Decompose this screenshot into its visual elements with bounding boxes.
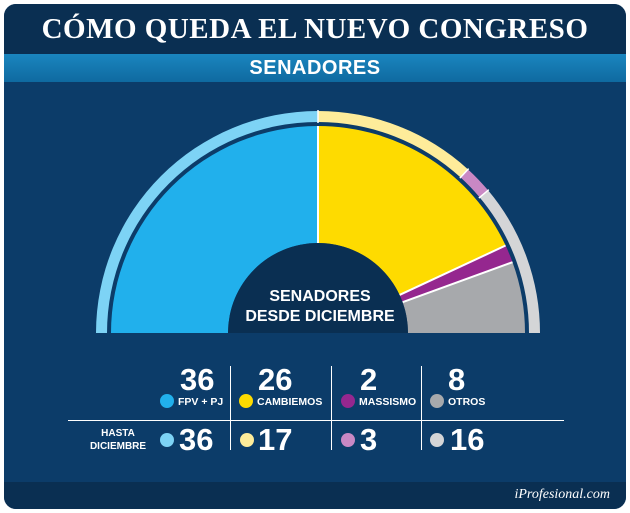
cambiemos-current-arc xyxy=(318,126,506,295)
massismo-current-value: 2 xyxy=(360,362,378,397)
massismo-previous-value: 3 xyxy=(360,422,378,457)
previous-row-label: HASTA DICIEMBRE xyxy=(80,427,156,453)
otros-legend-label: OTROS xyxy=(448,396,486,408)
fpv-previous-dot xyxy=(160,433,174,447)
otros-previous-arc xyxy=(479,190,540,333)
seat-arc-chart xyxy=(96,110,540,333)
legend-divider xyxy=(68,420,564,421)
center-label: SENADORES DESDE DICIEMBRE xyxy=(225,287,415,327)
brand-logo: iProfesional.com xyxy=(514,487,610,502)
massismo-previous-arc xyxy=(460,169,489,198)
infographic-frame: CÓMO QUEDA EL NUEVO CONGRESO SENADORES S… xyxy=(4,4,626,509)
fpv-legend-label: FPV + PJ xyxy=(178,396,224,408)
fpv-legend-dot xyxy=(160,394,174,408)
massismo-legend-dot xyxy=(341,394,355,408)
legend-separator-3 xyxy=(421,366,422,450)
massismo-legend-label: MASSISMO xyxy=(359,396,417,408)
chamber-subtitle: SENADORES xyxy=(249,56,381,79)
segment-separator xyxy=(399,244,507,296)
footer-bar: iProfesional.com xyxy=(4,482,626,509)
subtitle-bar: SENADORES xyxy=(4,54,626,82)
cambiemos-current-value: 26 xyxy=(258,362,293,397)
massismo-current-arc xyxy=(399,245,513,303)
center-label-line-1: SENADORES xyxy=(269,288,371,305)
cambiemos-previous-dot xyxy=(240,433,254,447)
segment-separator xyxy=(402,261,513,304)
massismo-previous-dot xyxy=(341,433,355,447)
cambiemos-legend-dot xyxy=(239,394,253,408)
otros-previous-value: 16 xyxy=(450,422,485,457)
center-hub xyxy=(228,243,408,333)
otros-current-arc xyxy=(402,262,525,333)
previous-row-label-line-2: DICIEMBRE xyxy=(89,441,147,452)
otros-legend-dot xyxy=(430,394,444,408)
otros-current-value: 8 xyxy=(448,362,466,397)
cambiemos-previous-arc xyxy=(318,111,468,178)
fpv-current-value: 36 xyxy=(180,362,215,397)
legend-separator-2 xyxy=(331,366,332,450)
previous-separator xyxy=(459,168,470,179)
page-title: CÓMO QUEDA EL NUEVO CONGRESO xyxy=(41,12,589,45)
cambiemos-legend-label: CAMBIEMOS xyxy=(257,396,323,408)
legend-separator-1 xyxy=(230,366,231,450)
previous-row-label-line-1: HASTA xyxy=(101,428,135,439)
center-label-line-2: DESDE DICIEMBRE xyxy=(245,308,395,325)
otros-previous-dot xyxy=(430,433,444,447)
fpv-current-arc xyxy=(111,126,318,333)
previous-separator xyxy=(478,189,490,199)
cambiemos-previous-value: 17 xyxy=(258,422,293,457)
title-bar: CÓMO QUEDA EL NUEVO CONGRESO xyxy=(4,4,626,54)
fpv-previous-value: 36 xyxy=(179,422,214,457)
